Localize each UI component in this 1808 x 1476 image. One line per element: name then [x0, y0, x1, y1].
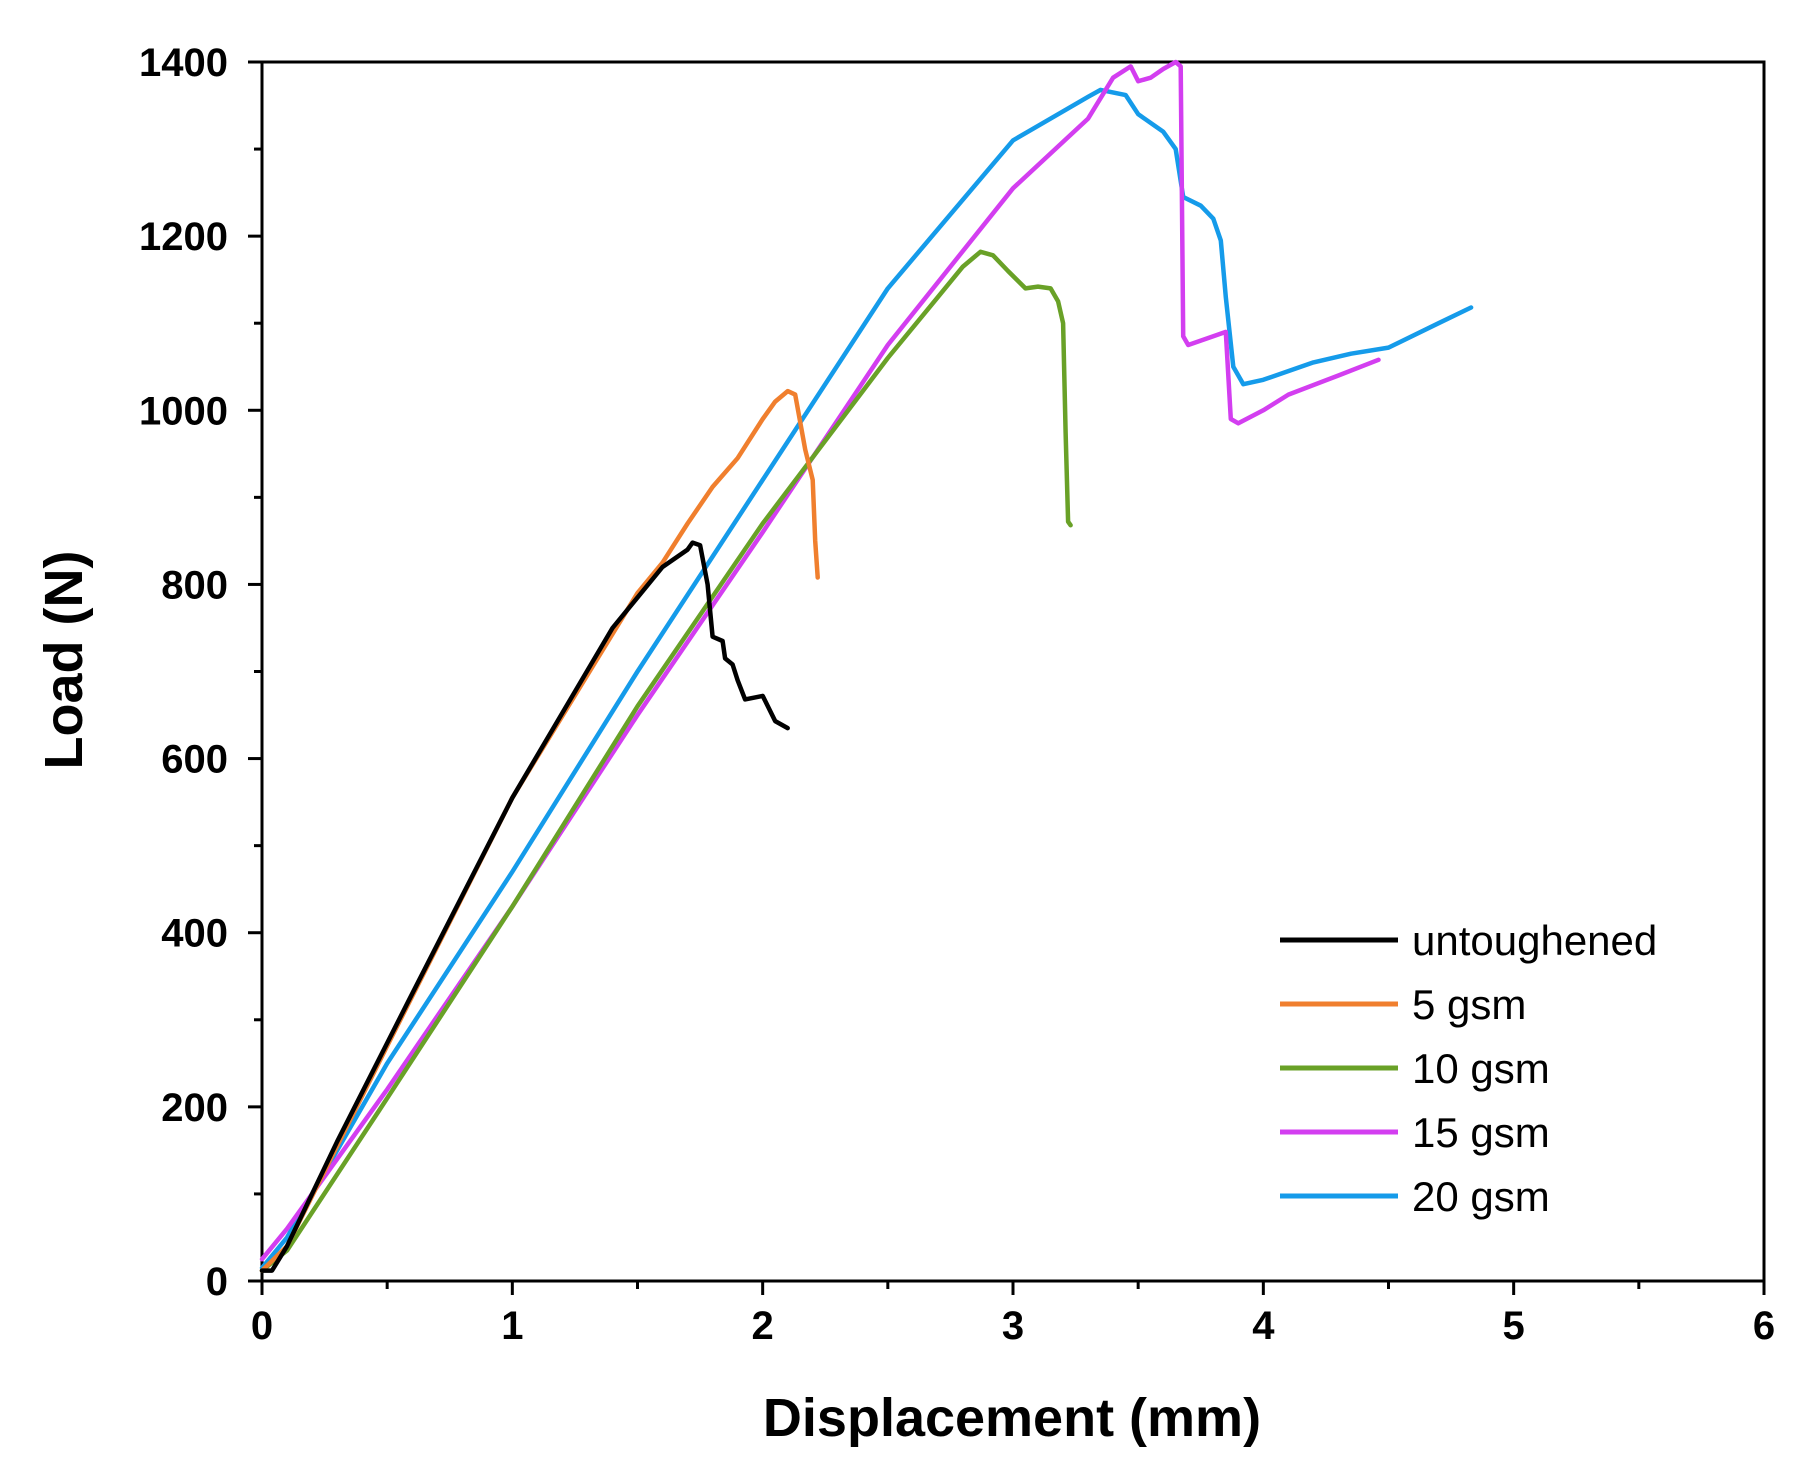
series-line-15-gsm [259, 59, 1381, 1262]
legend: untoughened 5 gsm 10 gsm 15 gsm 20 gsm [1280, 917, 1657, 1220]
legend-label: untoughened [1412, 917, 1657, 964]
legend-label: 5 gsm [1412, 981, 1526, 1028]
x-tick-label: 2 [752, 1304, 774, 1348]
x-tick-label: 4 [1252, 1304, 1275, 1348]
series-line-20-gsm [259, 87, 1474, 1271]
x-axis-title: Displacement (mm) [763, 1388, 1261, 1448]
y-tick-label: 1200 [139, 215, 228, 259]
y-tick-label: 400 [161, 912, 228, 956]
y-tick-label: 1000 [139, 389, 228, 433]
axis-ticks [248, 60, 1766, 1295]
y-tick-label: 800 [161, 563, 228, 607]
axis-tick-labels: 0 1 2 3 4 5 6 0 200 400 600 800 1000 1200 1400 [139, 41, 1775, 1348]
x-tick-label: 3 [1002, 1304, 1024, 1348]
legend-label: 15 gsm [1412, 1109, 1550, 1156]
x-tick-label: 1 [501, 1304, 523, 1348]
plot-frame [260, 60, 1766, 1283]
legend-label: 20 gsm [1412, 1173, 1550, 1220]
x-tick-label: 5 [1503, 1304, 1525, 1348]
x-tick-label: 0 [251, 1304, 273, 1348]
legend-label: 10 gsm [1412, 1045, 1550, 1092]
plot-area-border [260, 60, 1766, 1283]
y-tick-label: 200 [161, 1086, 228, 1130]
y-tick-label: 1400 [139, 41, 228, 85]
series-line-10-gsm [259, 249, 1073, 1273]
y-tick-label: 600 [161, 738, 228, 782]
y-tick-label: 0 [206, 1260, 228, 1304]
x-tick-label: 6 [1753, 1304, 1775, 1348]
y-axis-title: Load (N) [34, 551, 94, 770]
series-lines [259, 59, 1474, 1273]
series-line-untoughened [259, 540, 790, 1273]
